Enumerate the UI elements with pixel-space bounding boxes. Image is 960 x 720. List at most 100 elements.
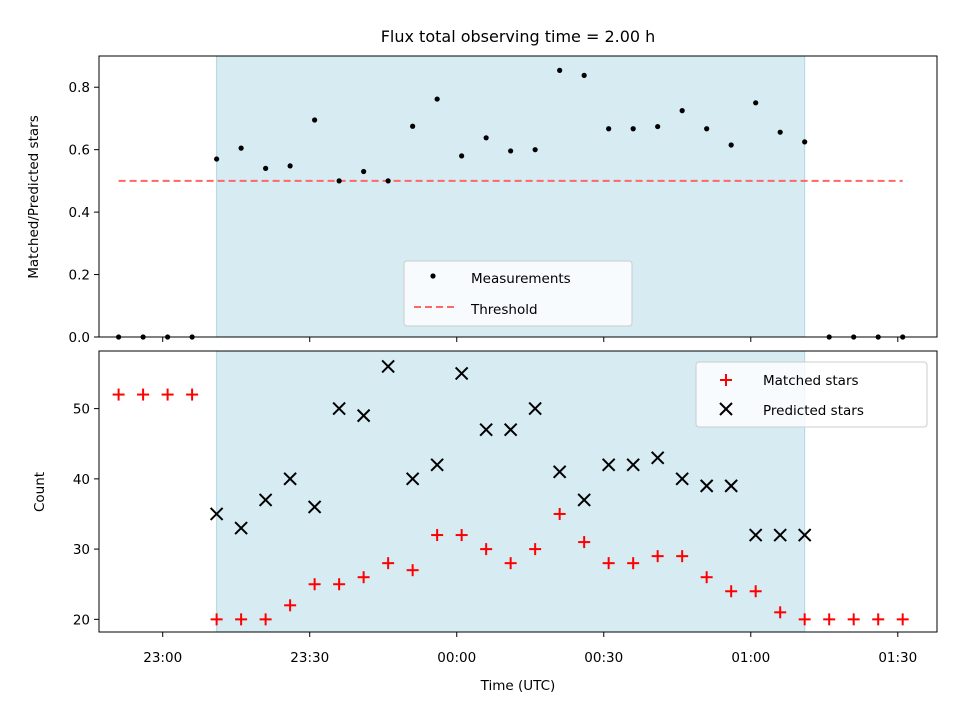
measurement-point	[434, 96, 440, 102]
predicted-star-point	[332, 401, 346, 416]
matched-star-point	[823, 613, 836, 626]
predicted-star-point	[773, 528, 787, 542]
count-y-axis-label: Count	[32, 472, 48, 512]
matched-star-point	[210, 613, 223, 626]
matched-star-point	[749, 585, 762, 598]
legend-measurements-marker	[430, 273, 436, 279]
matched-star-point	[284, 599, 297, 612]
predicted-star-point	[283, 472, 297, 486]
count-y-tick-label: 30	[73, 542, 90, 558]
matched-star-point	[431, 529, 444, 542]
matched-star-point	[602, 557, 615, 570]
predicted-star-point	[626, 458, 640, 472]
count-y-tick-label: 40	[73, 472, 90, 488]
legend-threshold-label: Threshold	[470, 302, 538, 318]
matched-star-point	[357, 571, 370, 584]
predicted-star-point	[601, 458, 616, 472]
count-y-tick-label: 50	[73, 402, 90, 418]
matched-star-point	[578, 536, 591, 549]
measurement-point	[508, 148, 514, 154]
predicted-star-point	[528, 401, 542, 416]
predicted-star-point	[675, 472, 689, 486]
measurement-point	[263, 165, 269, 171]
matched-star-point	[480, 543, 493, 556]
predicted-star-point	[699, 479, 714, 493]
predicted-star-point	[797, 528, 812, 542]
matched-star-point	[235, 613, 248, 626]
matched-star-point	[798, 613, 811, 626]
measurement-point	[606, 126, 612, 132]
predicted-star-point	[258, 493, 273, 507]
measurement-point	[483, 135, 489, 141]
count-legend-box	[695, 361, 928, 428]
measurement-point	[532, 147, 538, 153]
predicted-star-point	[748, 528, 763, 542]
matched-star-point	[896, 613, 909, 626]
measurement-point	[336, 178, 342, 184]
count-panel: 23:00 23:30 00:00 00:30 01:00 01:30 20304050 …	[32, 350, 938, 694]
predicted-star-point	[479, 422, 493, 437]
matched-star-point	[700, 571, 713, 584]
measurement-point	[728, 142, 734, 148]
matched-star-point	[259, 613, 272, 626]
ratio-panel-frame	[98, 55, 938, 338]
predicted-star-point	[356, 408, 371, 423]
x-tick-label: 00:30	[584, 650, 623, 666]
legend-measurements-label: Measurements	[471, 271, 571, 287]
legend-matched-label: Matched stars	[763, 373, 859, 389]
matched-star-point	[161, 388, 174, 401]
count-y-tick-label: 20	[73, 612, 90, 628]
measurement-point	[287, 163, 293, 169]
x-tick-label: 01:30	[878, 650, 917, 666]
legend-matched-marker	[720, 374, 732, 386]
measurement-point	[557, 67, 563, 73]
predicted-star-point	[381, 359, 395, 374]
measurement-point	[459, 153, 465, 159]
ratio-y-axis-label: Matched/Predicted stars	[26, 115, 42, 278]
x-tick-label: 23:00	[143, 650, 182, 666]
legend-predicted-marker	[719, 402, 733, 416]
predicted-star-point	[430, 458, 444, 472]
count-legend: Matched stars Predicted stars	[695, 361, 928, 428]
measurement-point	[655, 123, 661, 130]
count-panel-frame	[98, 350, 938, 633]
matched-star-point	[529, 543, 542, 556]
x-axis-label: Time (UTC)	[480, 678, 556, 694]
matched-star-point	[725, 585, 738, 598]
predicted-star-point	[405, 472, 420, 486]
measurement-point	[704, 126, 710, 132]
ratio-panel: 0.00.20.40.60.8 Matched/Predicted stars …	[26, 55, 938, 346]
matched-star-point	[382, 557, 395, 570]
matched-star-point	[308, 578, 321, 591]
predicted-star-point	[552, 465, 567, 479]
matched-star-point	[774, 606, 787, 619]
measurement-point	[630, 126, 636, 132]
x-tick-label: 00:00	[437, 650, 476, 666]
ratio-y-tick-label: 0.0	[69, 330, 90, 346]
predicted-star-point	[307, 500, 322, 514]
matched-star-point	[112, 388, 125, 401]
measurement-point	[581, 72, 587, 78]
matched-star-point	[455, 529, 468, 542]
predicted-star-point	[454, 366, 469, 381]
matched-star-point	[186, 388, 199, 401]
measurement-point	[385, 178, 391, 184]
predicted-star-point	[724, 479, 738, 493]
matched-star-point	[651, 550, 664, 563]
figure-title: Flux total observing time = 2.00 h	[381, 27, 656, 46]
matched-star-point	[847, 613, 860, 626]
ratio-y-tick-label: 0.4	[69, 205, 90, 221]
measurement-point	[777, 129, 783, 135]
matched-star-point	[676, 550, 689, 563]
predicted-star-point	[577, 493, 591, 507]
measurement-point	[361, 168, 367, 175]
legend-predicted-label: Predicted stars	[763, 403, 864, 419]
x-tick-label: 01:00	[731, 650, 770, 666]
measurement-point	[238, 145, 244, 151]
x-tick-label: 23:30	[290, 650, 329, 666]
measurement-point	[802, 139, 808, 145]
predicted-star-point	[234, 521, 248, 535]
matched-star-point	[137, 388, 150, 401]
ratio-y-tick-label: 0.8	[69, 80, 90, 96]
